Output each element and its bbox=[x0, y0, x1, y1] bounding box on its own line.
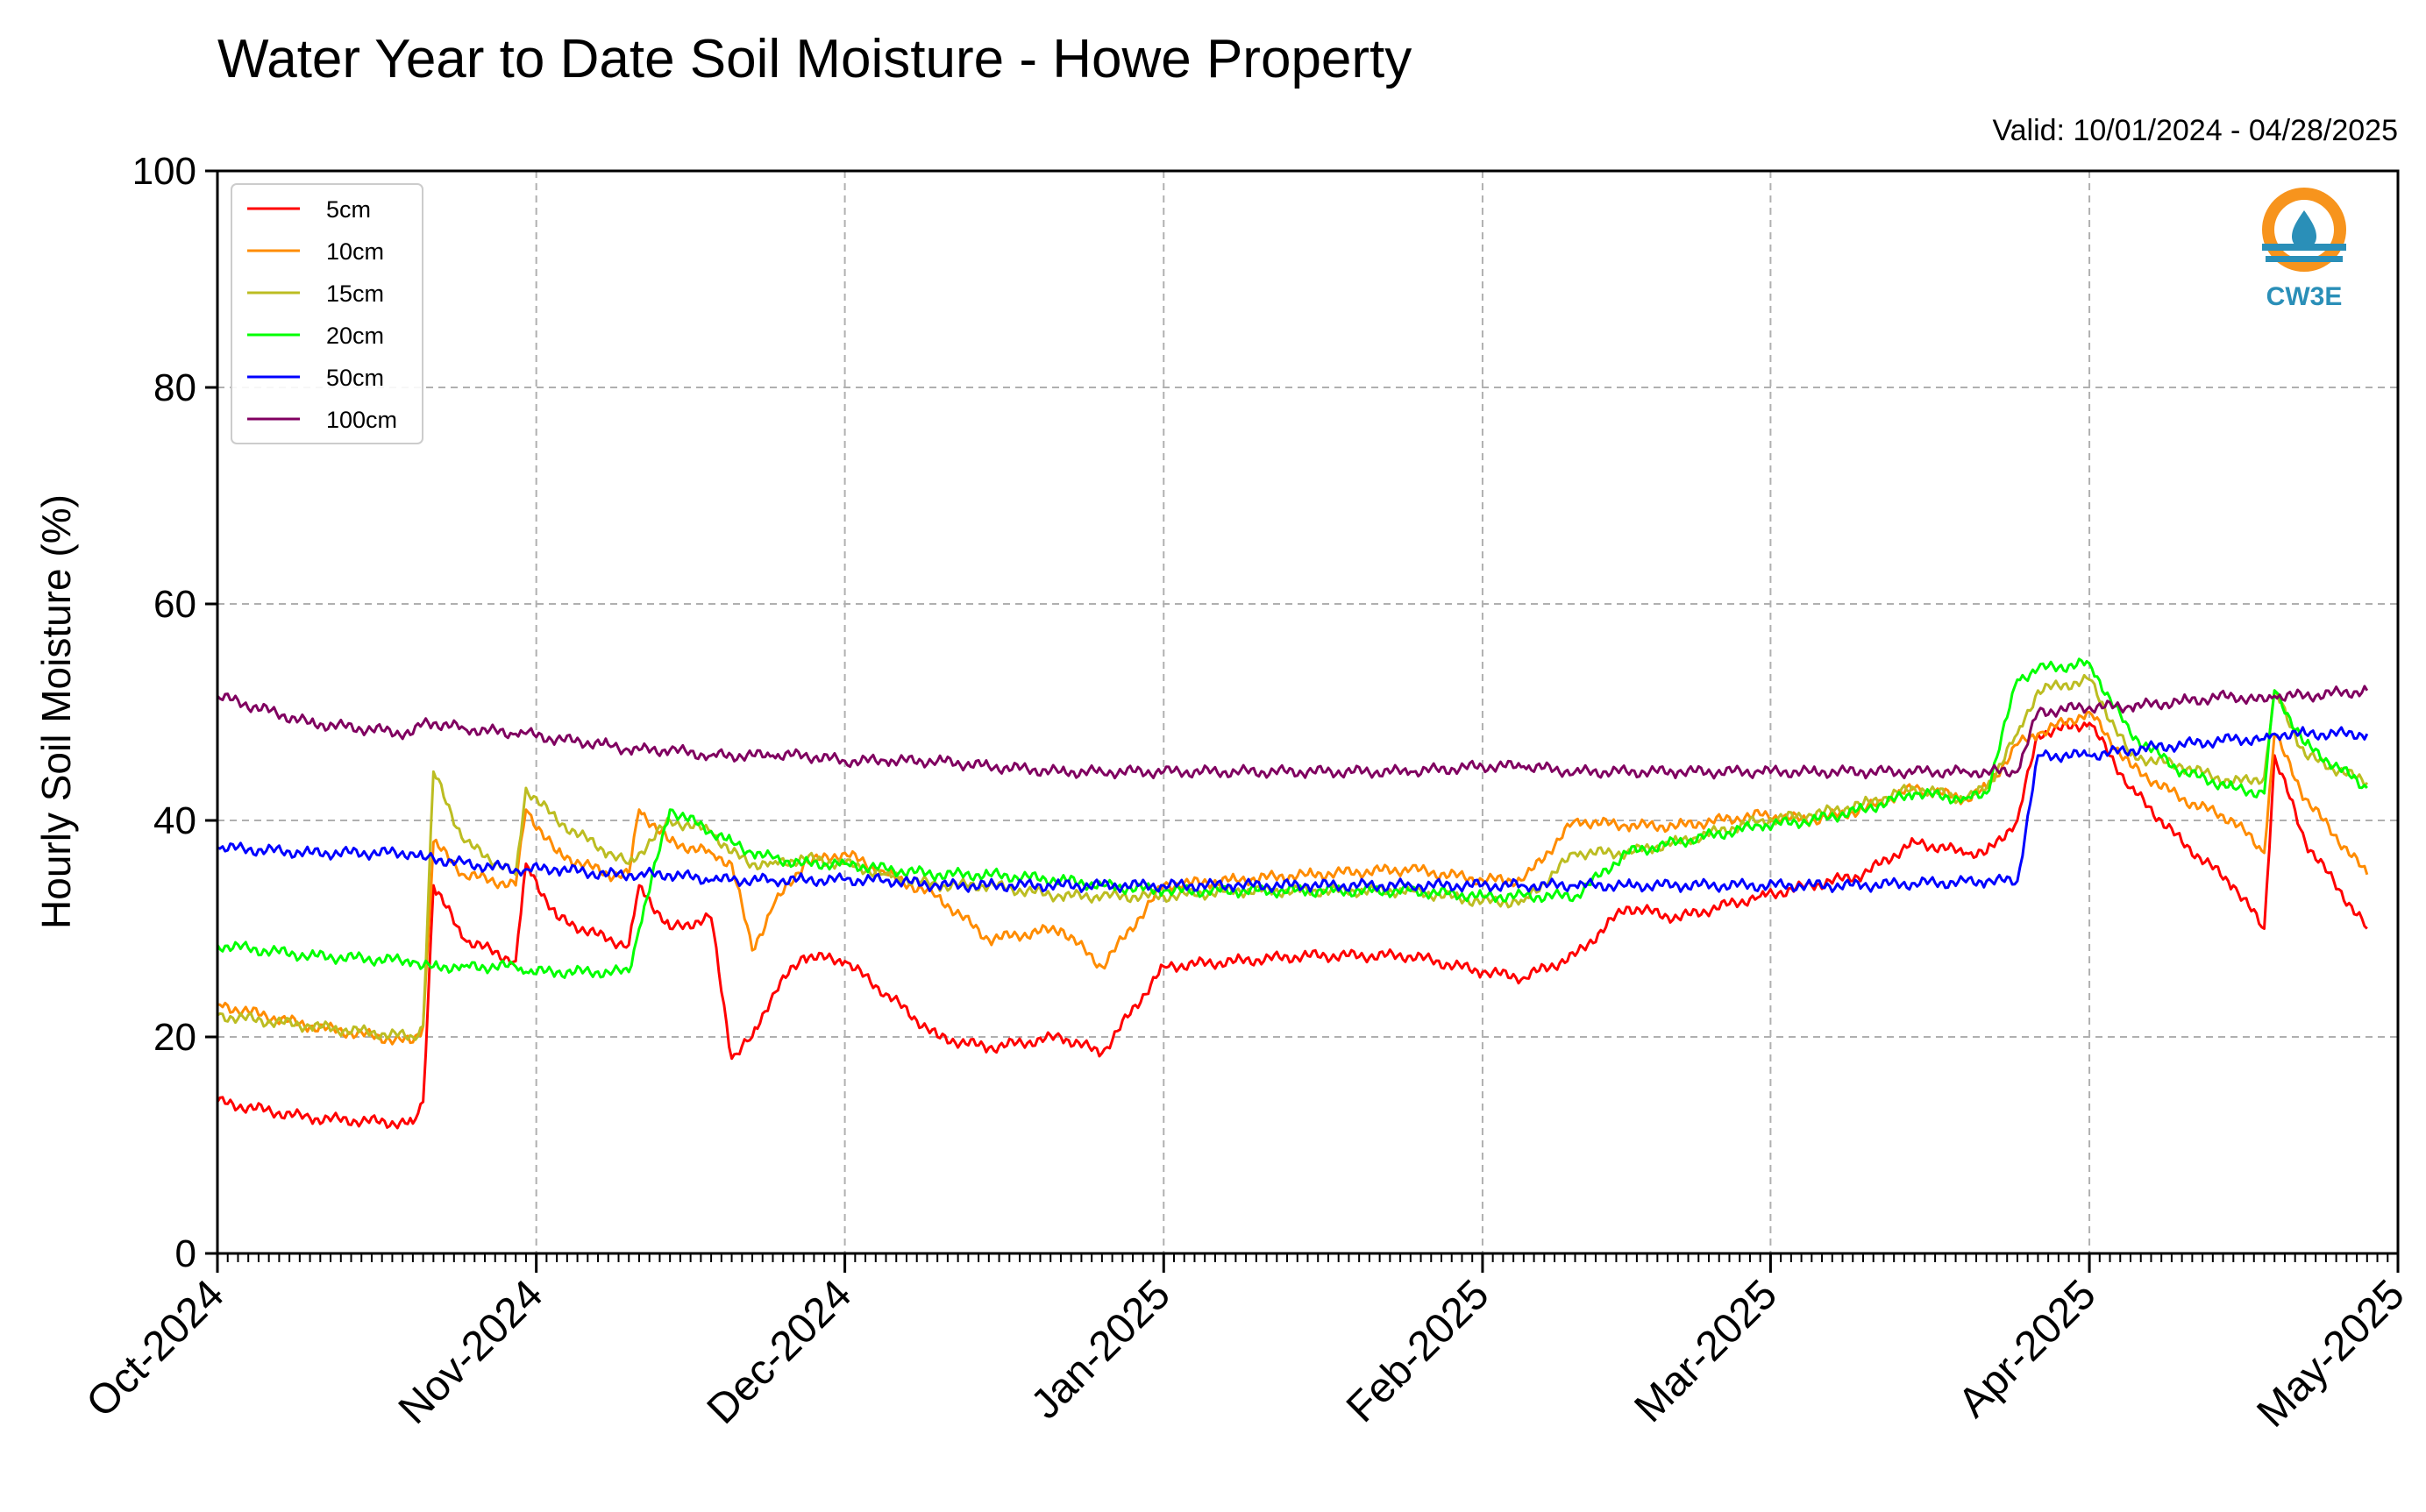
legend-box bbox=[231, 183, 423, 444]
y-axis-label: Hourly Soil Moisture (%) bbox=[33, 494, 79, 929]
x-tick-label: Jan-2025 bbox=[1022, 1271, 1179, 1428]
legend-label-20cm: 20cm bbox=[326, 323, 384, 349]
legend-label-100cm: 100cm bbox=[326, 407, 397, 433]
series-line-20cm bbox=[216, 657, 2368, 979]
y-tick-label: 0 bbox=[175, 1232, 196, 1275]
series-line-5cm bbox=[216, 721, 2368, 1130]
y-tick-label: 40 bbox=[153, 799, 196, 842]
x-tick-label: Dec-2024 bbox=[699, 1271, 861, 1433]
x-tick-label: Mar-2025 bbox=[1626, 1271, 1786, 1431]
cw3e-logo: CW3E bbox=[2262, 188, 2346, 311]
grid-layer bbox=[217, 171, 2398, 1253]
y-tick-label: 60 bbox=[153, 583, 196, 626]
logo-text: CW3E bbox=[2266, 282, 2343, 311]
y-tick-label: 20 bbox=[153, 1016, 196, 1059]
legend: 5cm 10cm 15cm 20cm 50cm 100cm bbox=[231, 183, 423, 444]
axis-ticks bbox=[205, 169, 2400, 1273]
series-line-100cm bbox=[216, 685, 2369, 780]
legend-label-10cm: 10cm bbox=[326, 238, 384, 265]
x-tick-label: Oct-2024 bbox=[78, 1271, 233, 1426]
legend-label-5cm: 5cm bbox=[326, 196, 371, 223]
series-layer bbox=[216, 657, 2369, 1130]
legend-label-50cm: 50cm bbox=[326, 365, 384, 391]
x-tick-label: Apr-2025 bbox=[1950, 1271, 2105, 1426]
valid-date-range: Valid: 10/01/2024 - 04/28/2025 bbox=[1992, 114, 2398, 147]
y-axis-tick-labels: 0 20 40 60 80 100 bbox=[132, 150, 196, 1275]
logo-drop-icon bbox=[2292, 210, 2316, 249]
x-tick-label: Feb-2025 bbox=[1338, 1271, 1498, 1431]
logo-wave-2 bbox=[2266, 256, 2343, 262]
series-line-50cm bbox=[217, 726, 2369, 893]
x-axis-tick-labels: Oct-2024 Nov-2024 Dec-2024 Jan-2025 Feb-2025… bbox=[78, 1271, 2414, 1436]
y-tick-label: 100 bbox=[132, 150, 196, 193]
chart-title: Water Year to Date Soil Moisture - Howe … bbox=[217, 29, 1412, 89]
logo-wave-1 bbox=[2262, 244, 2346, 251]
y-tick-label: 80 bbox=[153, 366, 196, 409]
x-tick-label: Nov-2024 bbox=[390, 1271, 552, 1433]
series-line-15cm bbox=[217, 673, 2369, 1041]
x-tick-label: May-2025 bbox=[2248, 1271, 2413, 1436]
plot-area-frame bbox=[216, 169, 2400, 1255]
legend-items: 5cm 10cm 15cm 20cm 50cm 100cm bbox=[247, 196, 397, 433]
series-line-10cm bbox=[217, 711, 2369, 1046]
legend-label-15cm: 15cm bbox=[326, 280, 384, 307]
